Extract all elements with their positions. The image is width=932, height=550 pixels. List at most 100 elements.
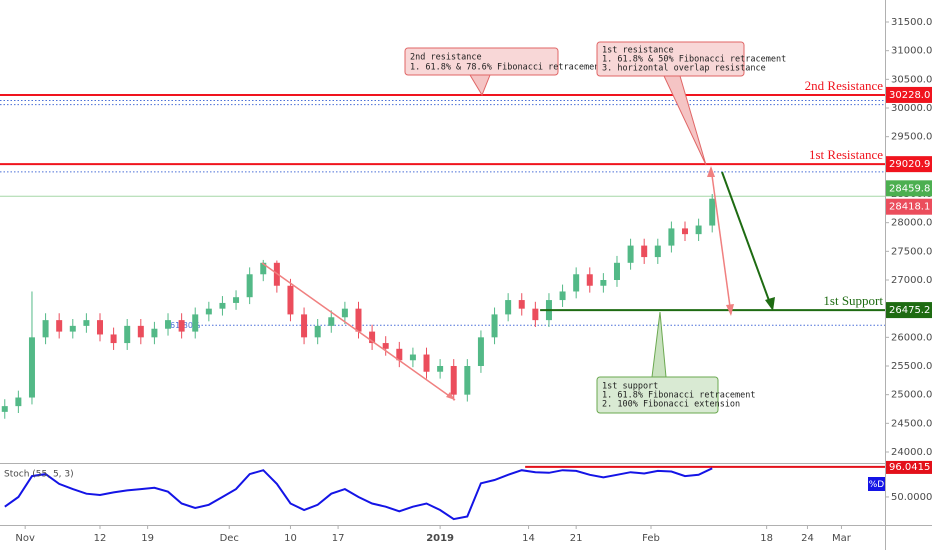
candle-body: [600, 280, 607, 286]
y-tick-label: 24500.0: [891, 418, 932, 429]
candle-body: [641, 245, 648, 258]
indicator-legend-box: [868, 477, 885, 491]
candle-body: [69, 325, 76, 332]
annotation-text: 2. 100% Fibonacci extension: [602, 400, 740, 410]
level-label-box: [886, 156, 932, 173]
candle-body: [178, 320, 185, 332]
candle-body: [110, 334, 117, 344]
candle-body: [124, 325, 131, 344]
candle-body: [613, 262, 620, 281]
fib-line: [261, 262, 456, 401]
x-tick-label: 12: [94, 533, 107, 544]
x-tick-label: 24: [801, 533, 814, 544]
candle-body: [505, 300, 512, 315]
candle-body: [301, 314, 308, 338]
x-tick-label: 14: [522, 533, 535, 544]
arrow-head: [726, 304, 734, 316]
candle-body: [682, 228, 689, 235]
x-tick-label: 21: [570, 533, 583, 544]
annotation: 2nd resistance 1. 61.8% & 78.6% Fibonacc…: [404, 47, 604, 76]
level-name: 1st Resistance: [809, 147, 883, 162]
stoch-level-label: 96.0415: [889, 462, 930, 473]
indicator-title: Stoch (55, 5, 3): [4, 470, 74, 480]
candle-body: [423, 354, 430, 372]
candle-body: [192, 314, 199, 332]
candle-body: [491, 314, 498, 338]
level-label: 30228.0: [889, 90, 930, 101]
y-tick-label: 31500.0: [891, 17, 932, 28]
green-arrow: [721, 171, 772, 307]
candle-body: [409, 354, 416, 361]
candle-body: [260, 262, 267, 275]
drawings: [261, 74, 775, 401]
y-tick-label: 31000.0: [891, 46, 932, 57]
y-tick-label: 30500.0: [891, 74, 932, 85]
annotation-text: 2nd resistance: [410, 53, 482, 63]
candle-body: [42, 320, 49, 338]
y-tick-label: 30000.0: [891, 103, 932, 114]
x-tick-label: Dec: [220, 533, 239, 544]
candle-body: [233, 297, 240, 303]
x-tick-label: Feb: [642, 533, 660, 544]
candle-body: [287, 285, 294, 315]
y-tick-label: 25500.0: [891, 361, 932, 372]
annotation-text: 1. 61.8% & 50% Fibonacci retracement: [602, 55, 786, 65]
candle-body: [56, 320, 63, 332]
candle-body: [477, 337, 484, 366]
candle-body: [246, 274, 253, 298]
indicator-legend: %D: [869, 480, 885, 490]
x-tick-label: 19: [141, 533, 154, 544]
x-tick-label: 10: [284, 533, 297, 544]
x-tick-label: 18: [760, 533, 773, 544]
arrow-head: [446, 392, 455, 400]
candle-body: [151, 328, 158, 338]
level-label: 29020.9: [889, 159, 930, 170]
marks: 24000.024500.025000.025500.026000.026500…: [0, 17, 932, 544]
level-label-box: [886, 302, 932, 319]
annotation-box: [404, 47, 559, 76]
level-name: 2nd Resistance: [805, 78, 884, 93]
x-tick-label: 17: [332, 533, 345, 544]
candle-body: [15, 397, 22, 407]
candle-body: [518, 300, 525, 309]
stoch-line: [4, 467, 713, 521]
y-tick-label: 27000.0: [891, 275, 932, 286]
candle-body: [586, 274, 593, 286]
stoch-level-box: [886, 460, 932, 474]
y-tick-label: 27500.0: [891, 246, 932, 257]
price-label-box: [886, 198, 932, 215]
x-tick-label: Nov: [15, 533, 35, 544]
candle-body: [627, 245, 634, 263]
candle-body: [437, 365, 444, 372]
candle-body: [83, 320, 90, 326]
candle-body: [668, 228, 675, 246]
annotation: 1st resistance 1. 61.8% & 50% Fibonacci …: [596, 41, 786, 77]
fib-label: 61.80%: [170, 321, 201, 330]
y-tick-label: 26000.0: [891, 332, 932, 343]
annotation-text: 1st support: [602, 382, 658, 392]
y2-tick-label: 50.0000: [891, 492, 932, 503]
annotation-box: [596, 376, 719, 414]
y-tick-label: 24000.0: [891, 447, 932, 458]
x-tick-label: 2019: [426, 533, 454, 544]
level-label: 26475.2: [889, 305, 930, 316]
candle-body: [1, 406, 8, 412]
y-tick-label: 25000.0: [891, 390, 932, 401]
candle-body: [355, 308, 362, 332]
candle-body: [369, 331, 376, 344]
candle-body: [559, 291, 566, 301]
candle-body: [709, 198, 716, 226]
candle-body: [28, 337, 35, 398]
y-tick-label: 28000.0: [891, 218, 932, 229]
candle-body: [137, 325, 144, 338]
arrow-head: [707, 166, 715, 177]
candle-body: [165, 320, 172, 329]
candle-body: [96, 320, 103, 335]
candle-body: [396, 348, 403, 361]
annotation-text: 3. horizontal overlap resistance: [602, 64, 766, 74]
candle-body: [314, 325, 321, 338]
candle-body: [205, 308, 212, 315]
candle-body: [573, 274, 580, 292]
